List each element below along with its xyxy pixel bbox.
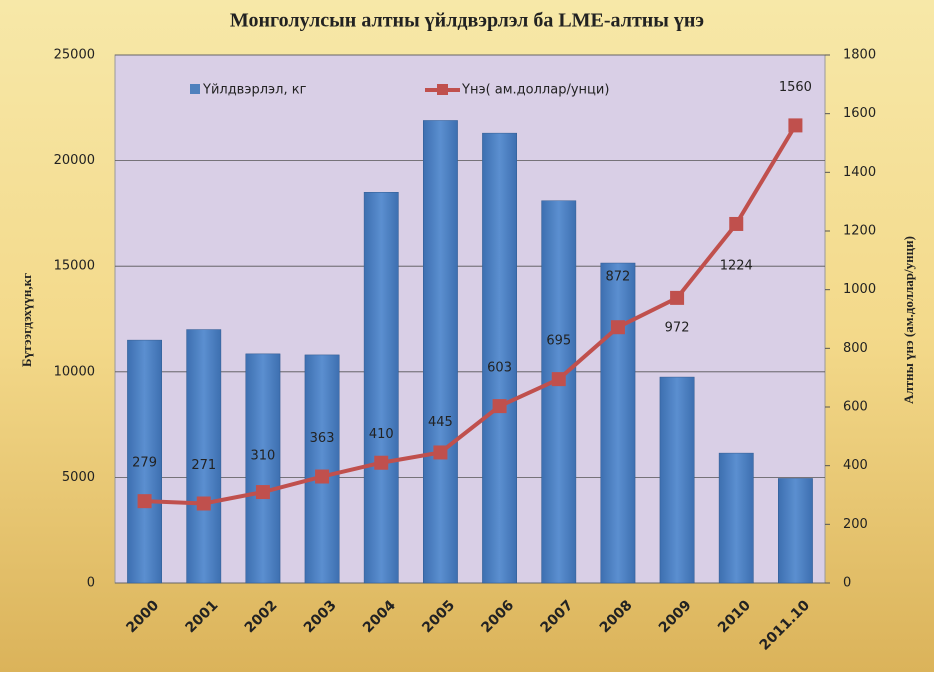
- y-tick-label: 5000: [62, 470, 95, 485]
- legend-swatch: [190, 84, 200, 94]
- y2-tick-label: 600: [843, 400, 868, 415]
- data-label: 603: [487, 361, 512, 376]
- y-tick-label: 25000: [54, 48, 95, 63]
- data-label: 410: [369, 427, 394, 442]
- y2-tick-label: 1000: [843, 282, 876, 297]
- y2-tick-label: 1600: [843, 106, 876, 121]
- bar: [423, 120, 458, 584]
- y2-tick-label: 0: [843, 576, 851, 591]
- legend-swatch: [437, 84, 448, 95]
- y2-tick-label: 400: [843, 458, 868, 473]
- legend-label: Үйлдвэрлэл, кг: [202, 83, 307, 98]
- data-label: 695: [546, 334, 571, 349]
- bar: [363, 192, 399, 584]
- line-marker: [729, 216, 744, 231]
- line-marker: [137, 494, 152, 509]
- data-label: 279: [132, 456, 157, 471]
- bar: [659, 376, 695, 584]
- bar: [245, 353, 281, 584]
- data-label: 872: [606, 270, 631, 285]
- line-marker: [315, 469, 330, 484]
- y-tick-label: 0: [87, 576, 95, 591]
- y-tick-label: 20000: [54, 153, 95, 168]
- bar: [304, 354, 340, 584]
- line-marker: [196, 496, 211, 511]
- data-label: 1560: [779, 80, 812, 95]
- y2-tick-label: 1800: [843, 48, 876, 63]
- y2-tick-label: 200: [843, 517, 868, 532]
- line-marker: [492, 399, 507, 414]
- legend-label: Үнэ( ам.доллар/унци): [461, 83, 609, 98]
- chart-title: Монголулсын алтны үйлдвэрлэл ба LME-алтн…: [230, 10, 704, 32]
- data-label: 445: [428, 415, 453, 430]
- plot-area: [114, 54, 826, 584]
- y-tick-label: 15000: [54, 259, 95, 274]
- line-marker: [255, 485, 270, 500]
- line-marker: [551, 372, 566, 387]
- bar: [541, 200, 577, 584]
- data-label: 363: [310, 431, 335, 446]
- bar: [127, 339, 162, 584]
- data-label: 271: [191, 458, 216, 473]
- line-marker: [670, 290, 685, 305]
- line-marker: [374, 455, 389, 470]
- y2-axis-label: Алтны үнэ (ам.доллар/унци): [901, 236, 916, 404]
- y2-tick-label: 1400: [843, 165, 876, 180]
- y2-tick-label: 800: [843, 341, 868, 356]
- data-label: 972: [665, 320, 690, 335]
- bar: [718, 452, 754, 584]
- data-label: 310: [251, 449, 276, 464]
- line-marker: [610, 320, 625, 335]
- y2-tick-label: 1200: [843, 224, 876, 239]
- bar: [482, 132, 517, 584]
- line-marker: [433, 445, 448, 460]
- y-axis-label: Бүтээгдэхүүн,кг: [19, 273, 34, 367]
- y-tick-label: 10000: [54, 364, 95, 379]
- line: [144, 124, 798, 506]
- data-label: 1224: [720, 258, 753, 273]
- bar: [186, 329, 222, 584]
- line-marker: [788, 118, 803, 133]
- bar: [600, 262, 636, 584]
- bar: [778, 478, 813, 584]
